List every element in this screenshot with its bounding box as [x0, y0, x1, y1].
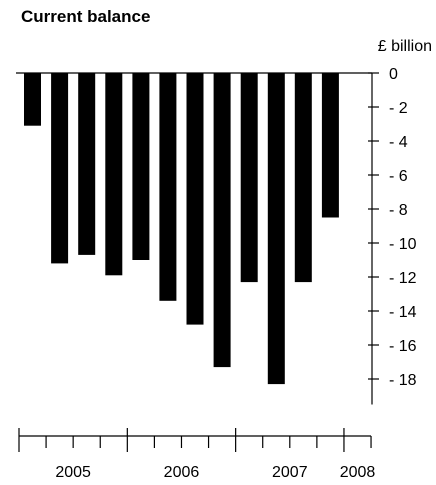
bar [159, 73, 177, 301]
x-year-label: 2006 [164, 464, 200, 481]
y-tick-label: - 2 [389, 100, 408, 117]
bar [294, 73, 312, 283]
x-axis: 2005 2006 2007 2008 [18, 428, 376, 481]
x-year-label: 2008 [340, 464, 376, 481]
y-tick-label: - 18 [389, 372, 417, 389]
bar [132, 73, 150, 260]
chart-title: Current balance [21, 7, 151, 26]
bar [321, 73, 339, 218]
y-axis: 0 - 2 - 4 - 6 - 8 - 10 - 12 - 14 - 16 - 18 [16, 66, 417, 405]
y-tick-label: - 14 [389, 304, 417, 321]
y-tick-label: 0 [389, 66, 398, 83]
bars-group [24, 73, 339, 385]
bar [78, 73, 96, 255]
x-year-label: 2007 [272, 464, 308, 481]
bar [213, 73, 231, 368]
y-tick-label: - 12 [389, 270, 417, 287]
x-year-label: 2005 [55, 464, 91, 481]
bar [24, 73, 41, 126]
bar [51, 73, 69, 264]
bar [105, 73, 123, 276]
bar [186, 73, 204, 325]
y-tick-label: - 10 [389, 236, 417, 253]
y-tick-label: - 4 [389, 134, 408, 151]
bar [240, 73, 258, 283]
bar [267, 73, 285, 385]
y-tick-label: - 8 [389, 202, 408, 219]
y-axis-unit-label: £ billion [377, 38, 432, 55]
y-tick-label: - 6 [389, 168, 408, 185]
y-tick-label: - 16 [389, 338, 417, 355]
